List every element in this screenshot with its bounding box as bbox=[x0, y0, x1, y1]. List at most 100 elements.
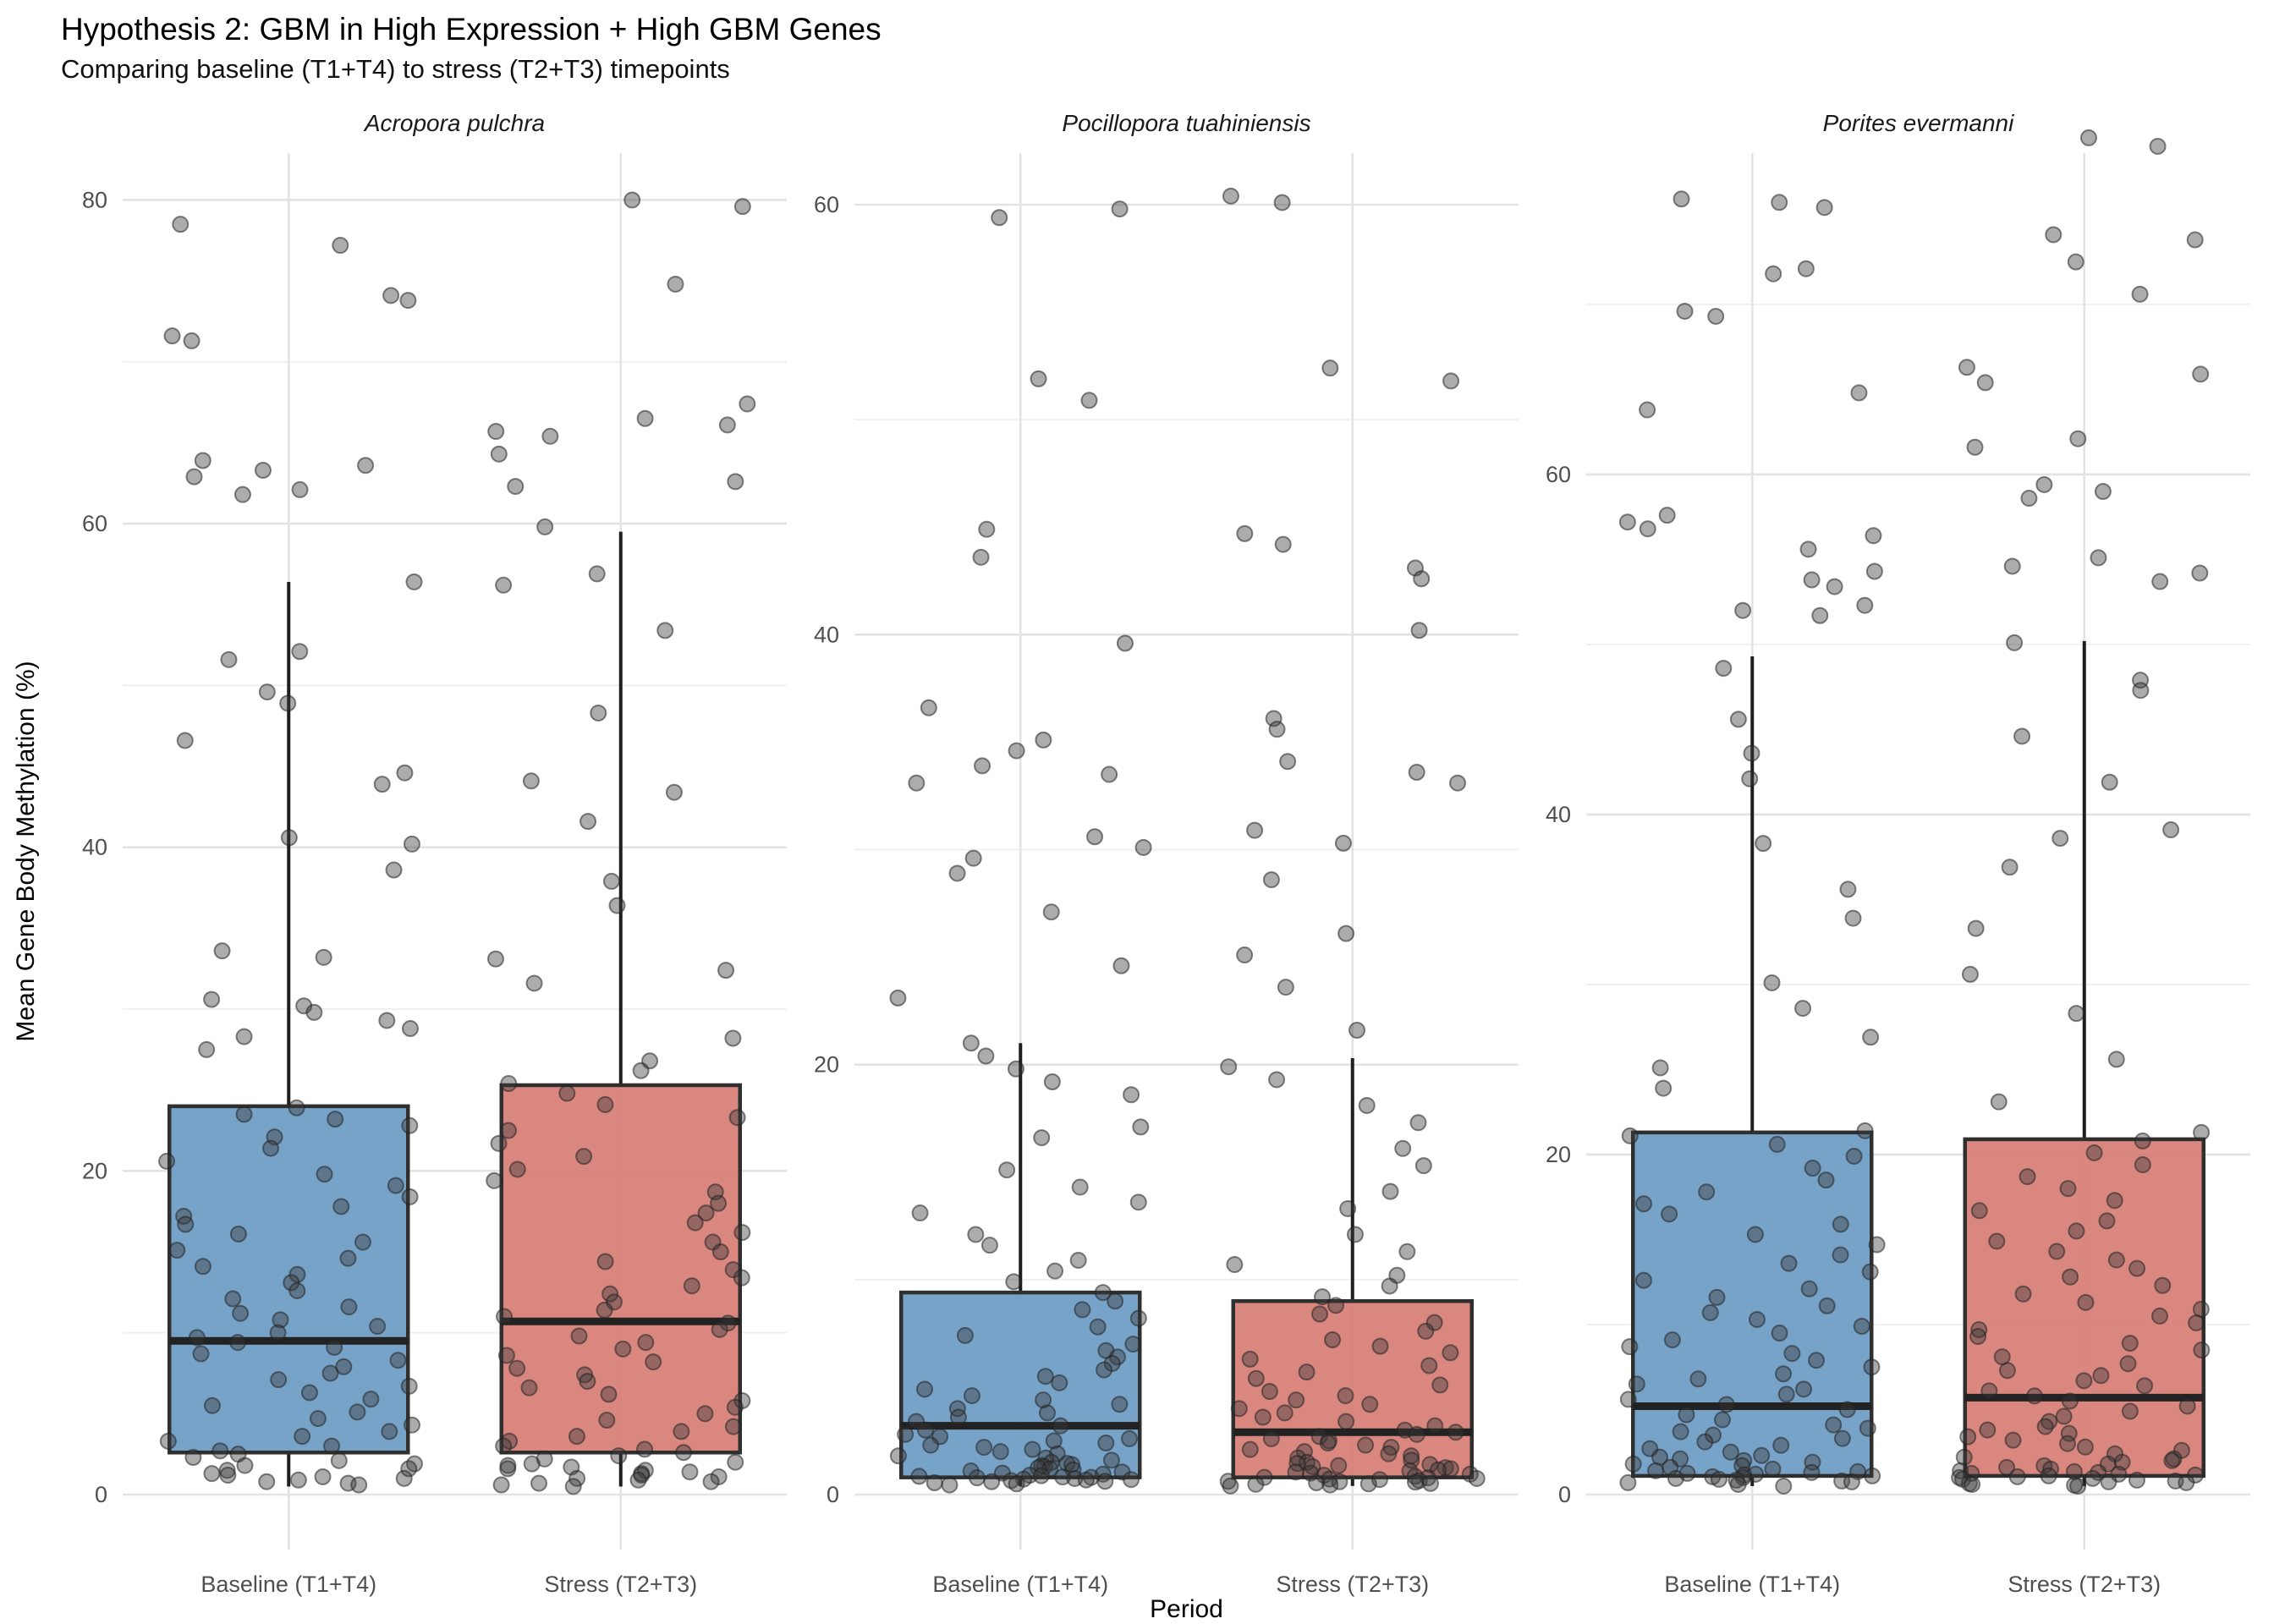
jitter-point bbox=[2092, 1367, 2110, 1385]
jitter-point bbox=[1134, 838, 1152, 856]
jitter-point bbox=[1123, 1471, 1140, 1489]
jitter-point bbox=[1442, 372, 1460, 390]
jitter-point bbox=[499, 1460, 517, 1478]
jitter-point bbox=[1621, 1338, 1639, 1356]
jitter-point bbox=[1261, 1383, 1278, 1400]
jitter-point bbox=[2128, 1471, 2145, 1489]
jitter-point bbox=[2062, 1268, 2079, 1286]
jitter-point bbox=[922, 1436, 940, 1454]
jitter-point bbox=[1663, 1331, 1681, 1349]
jitter-point bbox=[558, 1084, 576, 1102]
jitter-point bbox=[1658, 507, 1676, 524]
jitter-point bbox=[1121, 1429, 1139, 1447]
jitter-point bbox=[203, 1465, 221, 1483]
jitter-point bbox=[1655, 1079, 1673, 1097]
jitter-point bbox=[2061, 1392, 2079, 1410]
box-stress bbox=[1963, 1137, 2205, 1479]
jitter-point bbox=[977, 1047, 995, 1065]
jitter-point bbox=[991, 1443, 1009, 1461]
jitter-point bbox=[1826, 578, 1843, 595]
jitter-point bbox=[1673, 190, 1690, 208]
jitter-point bbox=[1794, 1000, 1812, 1018]
jitter-point bbox=[158, 1152, 176, 1170]
jitter-point bbox=[523, 1455, 541, 1473]
jitter-point bbox=[305, 1003, 323, 1021]
jitter-point bbox=[1803, 1463, 1821, 1481]
jitter-point bbox=[1220, 1058, 1238, 1076]
jitter-point bbox=[381, 1423, 398, 1440]
jitter-point bbox=[192, 1345, 210, 1363]
jitter-point bbox=[1398, 1243, 1416, 1260]
jitter-point bbox=[1420, 1357, 1438, 1374]
jitter-point bbox=[1970, 1202, 1988, 1220]
jitter-point bbox=[1129, 1309, 1147, 1327]
jitter-point bbox=[2075, 1372, 2093, 1390]
jitter-point bbox=[1799, 540, 1817, 558]
jitter-point bbox=[941, 1476, 958, 1494]
y-tick-label: 60 bbox=[82, 511, 107, 536]
jitter-point bbox=[2154, 1276, 2172, 1294]
jitter-point bbox=[1254, 1408, 1272, 1426]
jitter-point bbox=[399, 292, 417, 310]
jitter-point bbox=[1331, 1473, 1348, 1490]
jitter-point bbox=[1619, 1473, 1637, 1491]
jitter-point bbox=[1832, 1215, 1849, 1233]
jitter-point bbox=[1844, 909, 1862, 927]
jitter-point bbox=[579, 1373, 596, 1391]
jitter-point bbox=[949, 1408, 967, 1426]
jitter-point bbox=[219, 1467, 237, 1484]
jitter-point bbox=[1722, 1443, 1739, 1461]
jitter-point bbox=[1811, 606, 1829, 624]
jitter-point bbox=[926, 1474, 943, 1492]
jitter-point bbox=[401, 1188, 419, 1205]
jitter-point bbox=[1967, 919, 1985, 937]
y-tick-label: 80 bbox=[82, 187, 107, 212]
jitter-point bbox=[575, 1148, 593, 1166]
jitter-point bbox=[1447, 1424, 1464, 1441]
chart-title: Hypothesis 2: GBM in High Expression + H… bbox=[61, 12, 882, 47]
jitter-point bbox=[1764, 1460, 1782, 1478]
jitter-point bbox=[294, 1428, 311, 1446]
jitter-point bbox=[733, 1224, 751, 1242]
jitter-point bbox=[168, 1242, 186, 1259]
jitter-point bbox=[975, 1439, 993, 1457]
jitter-point bbox=[915, 1380, 933, 1398]
jitter-point bbox=[1089, 1318, 1107, 1336]
jitter-point bbox=[596, 1095, 614, 1113]
jitter-point bbox=[405, 573, 423, 590]
y-tick-label: 20 bbox=[82, 1158, 107, 1183]
jitter-point bbox=[889, 989, 907, 1007]
jitter-point bbox=[1288, 1391, 1305, 1409]
jitter-point bbox=[727, 1453, 744, 1471]
jitter-point bbox=[1865, 562, 1883, 580]
jitter-point bbox=[897, 1425, 915, 1443]
jitter-point bbox=[1838, 1401, 1856, 1418]
x-tick-label: Stress (T2+T3) bbox=[544, 1572, 697, 1597]
jitter-point bbox=[1621, 1127, 1639, 1144]
jitter-point bbox=[2151, 573, 2169, 590]
jitter-point bbox=[570, 1327, 588, 1345]
jitter-point bbox=[1304, 1457, 1321, 1475]
jitter-point bbox=[1734, 601, 1752, 619]
jitter-point bbox=[1043, 1073, 1061, 1090]
jitter-point bbox=[1407, 1473, 1425, 1491]
jitter-point bbox=[1102, 1451, 1120, 1469]
jitter-point bbox=[1635, 1195, 1653, 1213]
jitter-point bbox=[1628, 1375, 1645, 1393]
jitter-point bbox=[1111, 1396, 1129, 1413]
jitter-point bbox=[1289, 1449, 1307, 1467]
jitter-point bbox=[1222, 1477, 1239, 1495]
jitter-point bbox=[1729, 710, 1747, 728]
x-tick-label: Baseline (T1+T4) bbox=[1664, 1572, 1840, 1597]
jitter-point bbox=[968, 1469, 986, 1487]
jitter-point bbox=[2101, 773, 2118, 791]
jitter-point bbox=[213, 942, 231, 960]
jitter-point bbox=[1701, 1303, 1719, 1321]
jitter-point bbox=[2134, 1132, 2151, 1149]
jitter-point bbox=[1800, 1280, 1818, 1298]
jitter-point bbox=[1804, 1160, 1821, 1177]
jitter-point bbox=[956, 1326, 974, 1344]
jitter-point bbox=[1863, 1358, 1881, 1376]
jitter-point bbox=[1783, 1345, 1801, 1363]
